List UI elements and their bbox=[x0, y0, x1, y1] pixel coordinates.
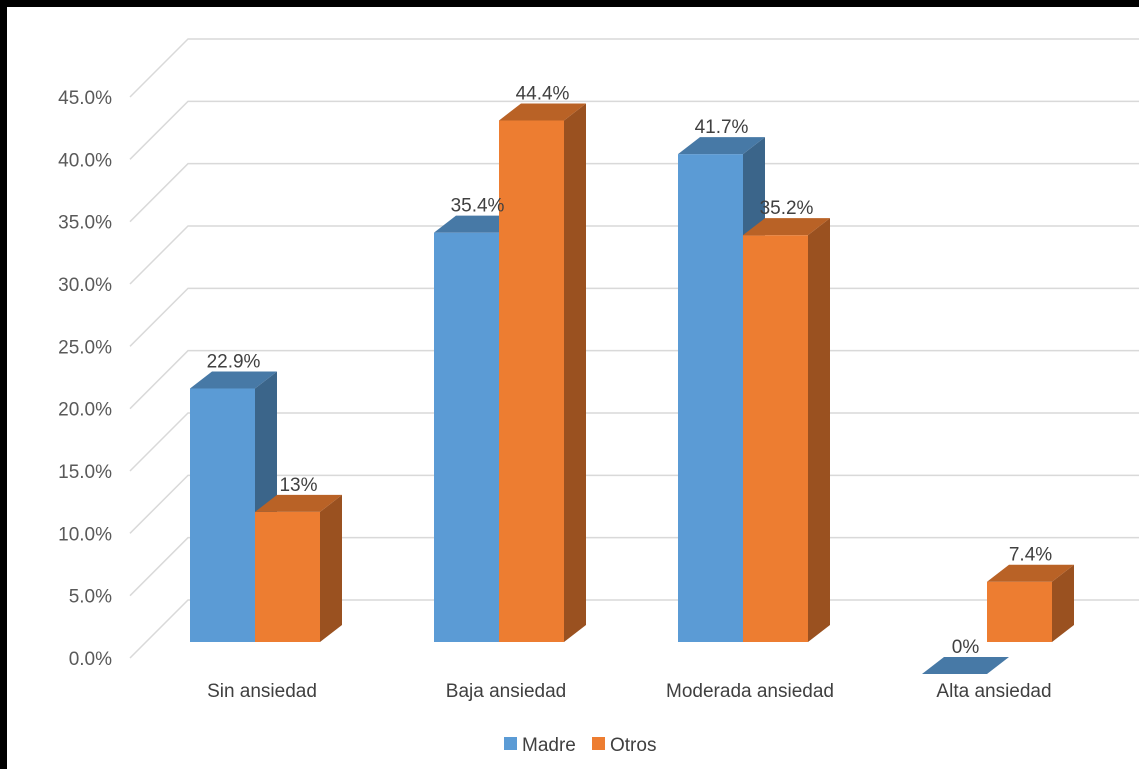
bar-otros-1 bbox=[499, 103, 586, 643]
gridline bbox=[129, 38, 1139, 98]
bar-front bbox=[190, 388, 255, 642]
data-label: 35.4% bbox=[451, 196, 505, 217]
bar-top bbox=[255, 494, 342, 512]
bar-top bbox=[678, 137, 765, 155]
bar-otros-0 bbox=[255, 494, 342, 642]
bar-top bbox=[499, 103, 586, 121]
x-category-label: Alta ansiedad bbox=[936, 681, 1051, 702]
gridline bbox=[129, 287, 1139, 347]
data-label: 7.4% bbox=[1009, 545, 1052, 566]
y-tick-label: 20.0% bbox=[58, 400, 112, 421]
bar-otros-3 bbox=[987, 564, 1074, 642]
bars bbox=[190, 103, 1074, 674]
legend-label: Madre bbox=[522, 735, 576, 756]
bar-side bbox=[320, 494, 342, 642]
bar-front bbox=[743, 235, 808, 642]
data-labels: 22.9% 13% 35.4% 44.4% 41.7% 35.2% 0% 7.4% bbox=[207, 83, 1053, 658]
bar-front bbox=[499, 120, 564, 643]
legend-label: Otros bbox=[610, 735, 656, 756]
bar-front bbox=[434, 232, 499, 642]
bar-madre-3 bbox=[922, 657, 1009, 674]
bar-top bbox=[190, 371, 277, 389]
legend-swatch bbox=[592, 737, 605, 750]
bar-front bbox=[255, 511, 320, 642]
gridline bbox=[129, 100, 1139, 160]
y-tick-label: 35.0% bbox=[58, 213, 112, 234]
bar-side bbox=[564, 103, 586, 643]
y-tick-label: 10.0% bbox=[58, 524, 112, 545]
legend: Madre Otros bbox=[504, 735, 656, 756]
x-category-label: Baja ansiedad bbox=[446, 681, 566, 702]
bar-side bbox=[1052, 564, 1074, 642]
y-tick-label: 0.0% bbox=[69, 649, 112, 670]
x-category-label: Sin ansiedad bbox=[207, 681, 317, 702]
gridlines bbox=[129, 38, 1139, 659]
data-label: 41.7% bbox=[695, 117, 749, 138]
bar-top bbox=[922, 657, 1009, 674]
bar-front bbox=[987, 581, 1052, 642]
bar-otros-2 bbox=[743, 218, 830, 642]
y-tick-label: 15.0% bbox=[58, 462, 112, 483]
data-label: 22.9% bbox=[207, 352, 261, 373]
gridline bbox=[129, 412, 1139, 472]
data-label: 35.2% bbox=[760, 198, 814, 219]
gridline bbox=[129, 349, 1139, 410]
bar-top bbox=[987, 564, 1074, 582]
legend-swatch bbox=[504, 737, 517, 750]
y-tick-label: 30.0% bbox=[58, 275, 112, 296]
bar-chart: 0.0% 5.0% 10.0% 15.0% 20.0% 25.0% 30.0% 35.0% 40… bbox=[58, 38, 1139, 756]
bar-side bbox=[808, 218, 830, 642]
y-tick-label: 45.0% bbox=[58, 88, 112, 109]
y-tick-label: 25.0% bbox=[58, 337, 112, 358]
bar-front bbox=[678, 154, 743, 642]
bar-top bbox=[743, 218, 830, 236]
data-label: 44.4% bbox=[516, 83, 570, 104]
data-label: 13% bbox=[279, 475, 317, 496]
x-category-label: Moderada ansiedad bbox=[666, 681, 834, 702]
gridline bbox=[129, 162, 1139, 223]
y-axis-tick-labels: 0.0% 5.0% 10.0% 15.0% 20.0% 25.0% 30.0% 35.0% 40… bbox=[58, 88, 112, 670]
gridline bbox=[129, 225, 1139, 285]
y-tick-label: 5.0% bbox=[69, 587, 112, 608]
data-label: 0% bbox=[952, 637, 980, 658]
x-axis-category-labels: Sin ansiedad Baja ansiedad Moderada ansied… bbox=[207, 681, 1052, 702]
y-tick-label: 40.0% bbox=[58, 150, 112, 171]
